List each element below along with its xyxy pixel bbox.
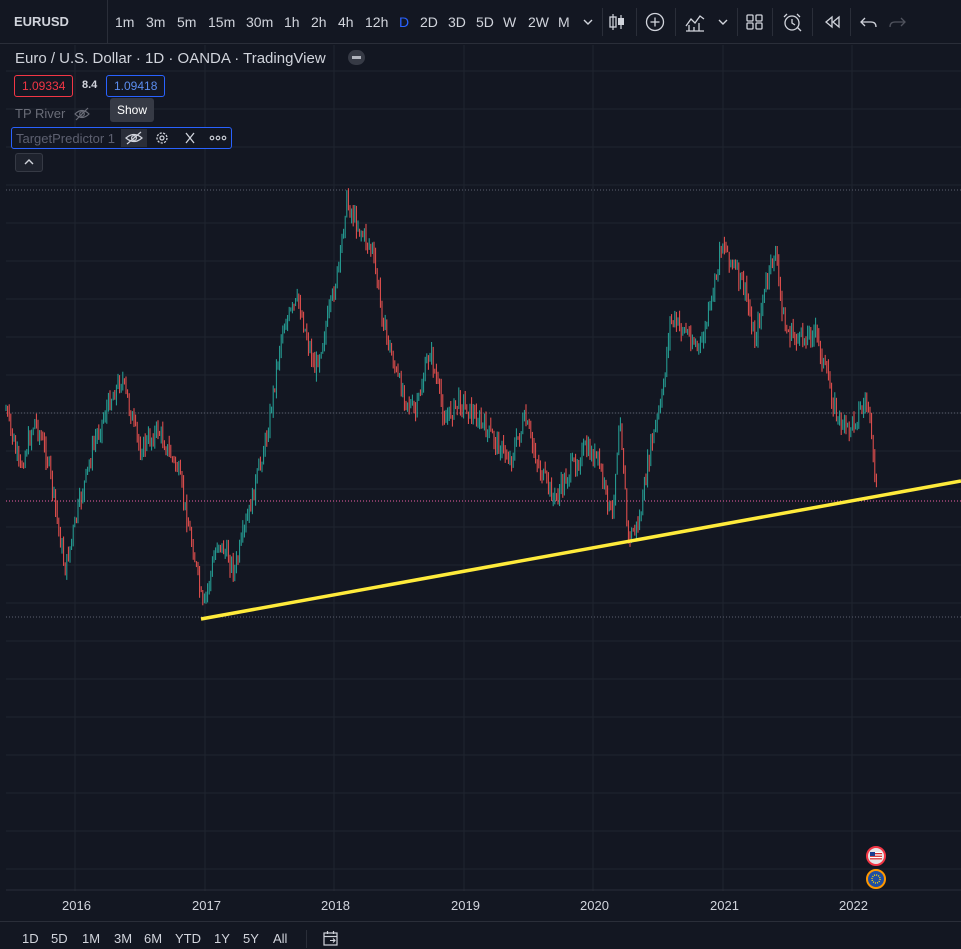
close-icon[interactable]	[177, 129, 203, 147]
chevron-down-icon[interactable]	[711, 11, 735, 33]
interval-5m[interactable]: 5m	[177, 14, 197, 30]
replay-icon[interactable]	[820, 11, 844, 33]
range-6m[interactable]: 6M	[144, 931, 163, 946]
interval-4h[interactable]: 4h	[338, 14, 354, 30]
collapse-legend-button[interactable]	[15, 153, 43, 172]
time-axis-label: 2016	[62, 898, 91, 913]
layout-grid-icon[interactable]	[743, 11, 767, 33]
toolbar-divider	[850, 8, 851, 36]
gear-icon[interactable]	[149, 129, 175, 147]
spread-value: 8.4	[82, 79, 98, 91]
indicators-icon[interactable]	[683, 11, 707, 33]
interval-30m[interactable]: 30m	[246, 14, 274, 30]
time-axis-label: 2019	[451, 898, 480, 913]
time-axis-label: 2017	[192, 898, 221, 913]
minimize-legend-button[interactable]	[348, 50, 365, 65]
interval-3m[interactable]: 3m	[146, 14, 166, 30]
undo-icon[interactable]	[857, 11, 881, 33]
toolbar-divider	[602, 8, 603, 36]
interval-3d[interactable]: 3D	[448, 14, 466, 30]
interval-1m[interactable]: 1m	[115, 14, 135, 30]
top-toolbar: EURUSD 1m 3m 5m 15m 30m 1h 2h 4h 12h D 2…	[0, 0, 961, 44]
symbol-legend-title: Euro / U.S. Dollar · 1D · OANDA · Tradin…	[15, 50, 326, 67]
more-icon[interactable]	[205, 129, 231, 147]
indicator-tp-river[interactable]: TP River	[15, 106, 66, 121]
toolbar-divider	[812, 8, 813, 36]
range-all[interactable]: All	[273, 931, 288, 946]
indicator-target-predictor[interactable]: TargetPredictor 1	[11, 127, 232, 149]
calendar-goto-icon[interactable]	[322, 930, 340, 946]
interval-w[interactable]: W	[503, 14, 517, 30]
toolbar-divider	[772, 8, 773, 36]
interval-1h[interactable]: 1h	[284, 14, 300, 30]
toolbar-divider	[636, 8, 637, 36]
range-5d[interactable]: 5D	[51, 931, 68, 946]
range-5y[interactable]: 5Y	[243, 931, 259, 946]
chevron-up-icon	[24, 159, 34, 165]
show-tooltip: Show	[110, 98, 155, 122]
eye-hidden-icon[interactable]	[121, 129, 147, 147]
indicator-label: TargetPredictor 1	[16, 131, 115, 146]
buy-price-button[interactable]: 1.09418	[106, 75, 166, 97]
time-axis-label: 2021	[710, 898, 739, 913]
redo-icon[interactable]	[885, 11, 909, 33]
range-1d[interactable]: 1D	[22, 931, 39, 946]
add-circle-icon[interactable]	[643, 11, 667, 33]
alert-clock-icon[interactable]	[780, 11, 804, 33]
range-3m[interactable]: 3M	[114, 931, 133, 946]
interval-2d[interactable]: 2D	[420, 14, 438, 30]
symbol-search[interactable]: EURUSD	[0, 0, 108, 43]
range-1m[interactable]: 1M	[82, 931, 101, 946]
time-axis-label: 2020	[580, 898, 609, 913]
interval-5d[interactable]: 5D	[476, 14, 494, 30]
trendline	[200, 479, 961, 621]
range-divider	[306, 930, 307, 948]
range-1y[interactable]: 1Y	[214, 931, 230, 946]
interval-2h[interactable]: 2h	[311, 14, 327, 30]
interval-15m[interactable]: 15m	[208, 14, 236, 30]
us-flag-icon[interactable]	[866, 846, 886, 866]
interval-m[interactable]: M	[558, 14, 570, 30]
eye-hidden-icon[interactable]	[73, 106, 91, 122]
sell-price-button[interactable]: 1.09334	[14, 75, 74, 97]
interval-d[interactable]: D	[399, 14, 410, 30]
range-bar: 1D 5D 1M 3M 6M YTD 1Y 5Y All	[0, 921, 961, 948]
price-chart[interactable]	[0, 45, 961, 920]
chevron-down-icon[interactable]	[576, 11, 600, 33]
chart-pane[interactable]	[0, 45, 961, 920]
time-axis-label: 2018	[321, 898, 350, 913]
interval-2w[interactable]: 2W	[528, 14, 549, 30]
eu-flag-icon[interactable]	[866, 869, 886, 889]
toolbar-divider	[737, 8, 738, 36]
interval-12h[interactable]: 12h	[365, 14, 389, 30]
time-axis-label: 2022	[839, 898, 868, 913]
candles-icon[interactable]	[605, 11, 629, 33]
range-ytd[interactable]: YTD	[175, 931, 201, 946]
toolbar-divider	[675, 8, 676, 36]
